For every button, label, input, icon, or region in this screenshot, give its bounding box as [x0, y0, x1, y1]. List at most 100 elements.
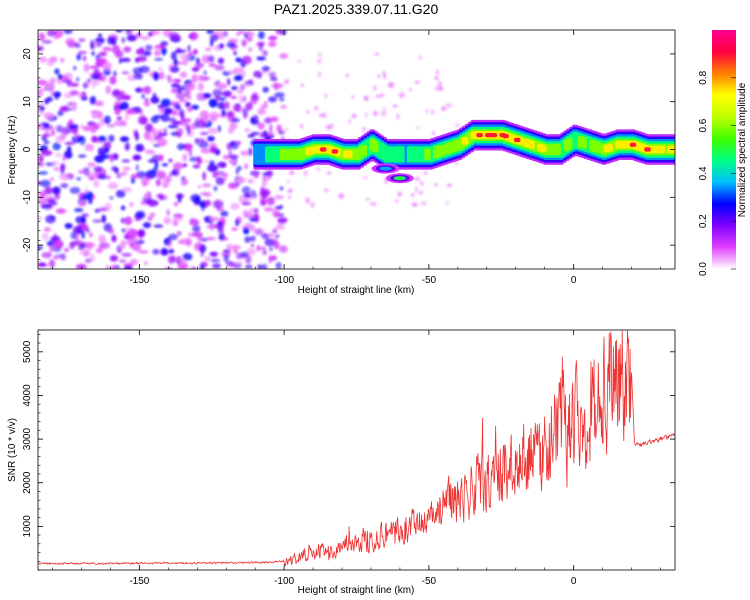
- noise-blob: [87, 162, 96, 168]
- speckle-blob: [310, 202, 315, 209]
- noise-blob: [247, 134, 255, 138]
- speckle-blob: [392, 104, 398, 108]
- noise-blob: [197, 82, 204, 91]
- noise-blob: [90, 126, 97, 134]
- noise-blob: [38, 79, 48, 86]
- speckle-blob: [326, 171, 332, 175]
- noise-blob: [200, 147, 211, 154]
- noise-blob: [124, 216, 133, 226]
- noise-blob: [60, 183, 69, 189]
- speckle-blob: [408, 88, 413, 92]
- ridge-cell: [644, 147, 651, 152]
- noise-blob: [91, 112, 101, 119]
- noise-blob: [160, 46, 167, 56]
- noise-blob: [136, 32, 142, 38]
- noise-blob: [157, 104, 165, 109]
- noise-blob: [185, 237, 192, 247]
- y-tick-label: 1000: [22, 515, 33, 538]
- noise-blob: [247, 178, 255, 184]
- noise-blob: [141, 93, 145, 100]
- noise-blob: [113, 70, 117, 77]
- noise-blob: [189, 156, 198, 162]
- noise-blob: [38, 245, 44, 250]
- speckle-blob: [414, 80, 421, 84]
- speckle-blob: [438, 81, 442, 87]
- noise-blob: [187, 107, 193, 112]
- noise-blob: [223, 253, 229, 263]
- noise-blob: [80, 124, 84, 130]
- noise-blob: [152, 71, 160, 81]
- noise-blob: [267, 232, 275, 238]
- noise-blob: [275, 262, 282, 269]
- noise-blob: [147, 216, 153, 221]
- noise-blob: [86, 171, 97, 178]
- noise-blob: [43, 112, 54, 120]
- noise-blob: [242, 227, 250, 235]
- noise-blob: [144, 123, 154, 133]
- speckle-blob: [323, 188, 329, 193]
- noise-blob: [248, 47, 253, 52]
- noise-blob: [269, 246, 273, 252]
- noise-blob: [172, 255, 176, 263]
- noise-blob: [97, 174, 108, 180]
- noise-blob: [254, 208, 259, 214]
- noise-blob: [245, 102, 253, 111]
- noise-blob: [244, 163, 248, 170]
- noise-blob: [279, 245, 288, 253]
- noise-blob: [150, 96, 160, 104]
- speckle-blob: [380, 111, 387, 117]
- speckle-blob: [321, 112, 327, 119]
- noise-blob: [91, 51, 95, 56]
- noise-blob: [64, 223, 73, 229]
- noise-blob: [279, 83, 284, 88]
- noise-blob: [260, 188, 271, 197]
- noise-blob: [43, 140, 50, 145]
- noise-blob: [227, 182, 239, 190]
- noise-blob: [226, 142, 232, 150]
- speckle-blob: [374, 52, 380, 56]
- noise-blob: [95, 72, 103, 76]
- noise-blob: [75, 225, 84, 229]
- noise-blob: [261, 49, 268, 57]
- noise-blob: [50, 77, 56, 84]
- noise-blob: [183, 178, 189, 186]
- noise-blob: [242, 95, 247, 103]
- spectrogram-marks: [38, 30, 675, 269]
- noise-blob: [55, 153, 62, 158]
- noise-blob: [152, 248, 160, 255]
- noise-blob: [152, 166, 159, 173]
- noise-blob: [38, 216, 42, 220]
- noise-blob: [226, 41, 236, 48]
- noise-blob: [208, 98, 218, 108]
- noise-blob: [157, 138, 168, 147]
- noise-blob: [203, 93, 212, 99]
- speckle-blob: [364, 112, 368, 118]
- noise-blob: [248, 79, 254, 84]
- speckle-blob: [395, 199, 399, 203]
- speckle-blob: [415, 126, 421, 129]
- noise-blob: [235, 57, 242, 63]
- noise-blob: [69, 90, 79, 96]
- noise-blob: [185, 82, 196, 91]
- noise-blob: [53, 167, 60, 171]
- noise-blob: [39, 32, 46, 42]
- speckle-blob: [325, 124, 333, 130]
- noise-blob: [73, 66, 77, 71]
- noise-blob: [48, 259, 56, 268]
- noise-blob: [111, 37, 116, 44]
- noise-blob: [175, 193, 184, 199]
- noise-blob: [74, 207, 84, 213]
- noise-blob: [78, 202, 87, 207]
- speckle-blob: [370, 202, 374, 206]
- ridge-cell: [658, 145, 666, 154]
- noise-blob: [126, 34, 137, 42]
- noise-blob: [61, 128, 70, 137]
- noise-blob: [167, 77, 173, 84]
- noise-blob: [50, 161, 60, 166]
- noise-blob: [220, 210, 229, 217]
- noise-blob: [242, 108, 248, 117]
- noise-blob: [52, 142, 61, 151]
- noise-blob: [111, 165, 118, 172]
- noise-blob: [192, 231, 204, 238]
- noise-blob: [156, 193, 165, 199]
